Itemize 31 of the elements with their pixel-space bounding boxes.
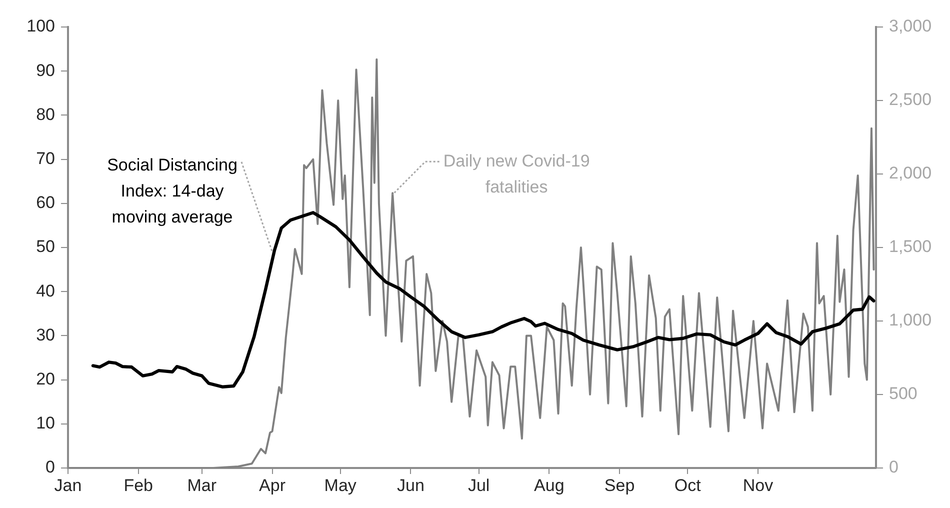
x-tick-label: Feb (124, 476, 154, 495)
y-tick-label: 50 (36, 237, 55, 256)
x-tick-label: Apr (259, 476, 286, 495)
y-tick-label: 0 (46, 458, 55, 477)
x-tick-label: Jan (54, 476, 82, 495)
y-tick-label: 100 (26, 16, 55, 36)
y-tick-label: 60 (36, 193, 55, 212)
annotation: Daily new Covid-19 fatalities (443, 151, 590, 196)
x-tick-label: Oct (674, 476, 702, 495)
y2-tick-label: 2,500 (889, 90, 932, 110)
y-tick-label: 30 (36, 325, 55, 344)
y2-tick-label: 0 (889, 458, 898, 477)
x-tick-label: Aug (534, 476, 564, 495)
y-tick-label: 90 (36, 60, 55, 80)
y-tick-label: 70 (36, 148, 55, 168)
x-tick-label: Jul (468, 476, 490, 495)
y2-tick-label: 500 (889, 384, 918, 404)
x-tick-label: Nov (742, 476, 774, 495)
x-tick-label: Mar (187, 476, 217, 495)
y2-tick-label: 2,000 (889, 164, 932, 183)
x-tick-label: Sep (604, 476, 635, 495)
y2-tick-label: 1,000 (889, 310, 932, 330)
y-tick-label: 80 (36, 104, 55, 124)
x-tick-label: Jun (397, 476, 424, 495)
annotation: Social Distancing Index: 14-day moving average (107, 156, 238, 227)
y-tick-label: 20 (36, 369, 55, 388)
y-tick-label: 10 (36, 414, 55, 433)
y-tick-label: 40 (36, 281, 55, 300)
x-tick-label: May (324, 476, 357, 495)
y2-tick-label: 3,000 (889, 16, 932, 36)
y2-tick-label: 1,500 (889, 237, 932, 256)
